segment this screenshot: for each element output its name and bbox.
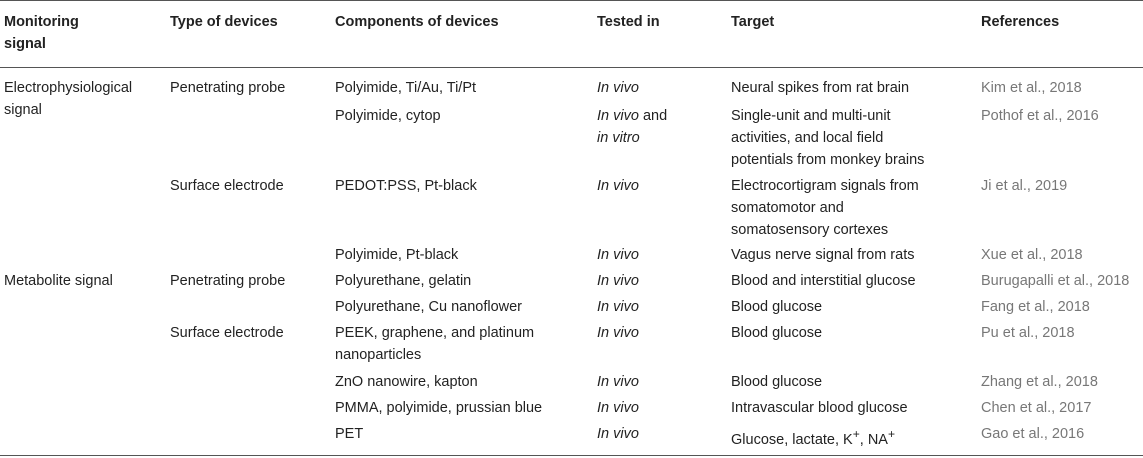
row-2-target-line3: somatosensory cortexes <box>731 222 889 238</box>
row-7-target: Blood glucose <box>731 374 823 390</box>
row-6-reference: Pu et al., 2018 <box>981 325 1075 341</box>
row-0-components: Polyimide, Ti/Au, Ti/Pt <box>335 80 477 96</box>
row-1-reference: Pothof et al., 2016 <box>981 108 1099 124</box>
row-1-target-line3: potentials from monkey brains <box>731 152 925 168</box>
row-9-target-text1: Glucose, lactate, K <box>731 431 853 448</box>
row-9-reference: Gao et al., 2016 <box>981 426 1085 442</box>
row-4-reference: Burugapalli et al., 2018 <box>981 273 1130 289</box>
row-3-target: Vagus nerve signal from rats <box>731 247 915 263</box>
row-4-target: Blood and interstitial glucose <box>731 273 916 289</box>
row-5-reference: Fang et al., 2018 <box>981 299 1090 315</box>
row-2-target-line2: somatomotor and <box>731 200 844 216</box>
header-target: Target <box>731 14 775 30</box>
row-1-tested-and: and <box>638 108 668 124</box>
header-tested-in: Tested in <box>597 14 660 30</box>
table-header-rule <box>0 67 1143 68</box>
row-9-components: PET <box>335 426 364 442</box>
row-3-reference: Xue et al., 2018 <box>981 247 1083 263</box>
row-0-reference: Kim et al., 2018 <box>981 80 1082 96</box>
row-2-components: PEDOT:PSS, Pt-black <box>335 178 477 194</box>
group-metabolite-signal: Metabolite signal <box>4 273 113 289</box>
row-4-components: Polyurethane, gelatin <box>335 273 472 289</box>
header-components-of-devices: Components of devices <box>335 14 499 30</box>
header-type-of-devices: Type of devices <box>170 14 278 30</box>
row-0-target: Neural spikes from rat brain <box>731 80 910 96</box>
row-1-target-line2: activities, and local field <box>731 130 884 146</box>
row-6-components: PEEK, graphene, and platinum nanoparticl… <box>335 322 534 366</box>
row-1-target: Single-unit and multi-unit activities, a… <box>731 105 924 171</box>
row-2-reference: Ji et al., 2019 <box>981 178 1068 194</box>
table-top-rule <box>0 0 1143 1</box>
row-1-components: Polyimide, cytop <box>335 108 441 124</box>
row-4-tested-in: In vivo <box>597 273 639 289</box>
row-7-reference: Zhang et al., 2018 <box>981 374 1098 390</box>
row-6-target: Blood glucose <box>731 325 823 341</box>
device-type-surface-electrode-2: Surface electrode <box>170 325 284 341</box>
row-8-target: Intravascular blood glucose <box>731 400 908 416</box>
group-electro-line1: Electrophysiological <box>4 80 133 96</box>
row-9-tested-in: In vivo <box>597 426 639 442</box>
device-type-penetrating-probe-1: Penetrating probe <box>170 80 286 96</box>
row-5-tested-in: In vivo <box>597 299 639 315</box>
row-2-target-line1: Electrocortigram signals from <box>731 178 919 194</box>
row-5-target: Blood glucose <box>731 299 823 315</box>
header-references: References <box>981 14 1060 30</box>
device-type-penetrating-probe-2: Penetrating probe <box>170 273 286 289</box>
row-6-components-line1: PEEK, graphene, and platinum <box>335 325 535 341</box>
row-9-target: Glucose, lactate, K+, NA+ <box>731 423 895 451</box>
row-2-tested-in: In vivo <box>597 178 639 194</box>
row-1-tested-in-vitro: in vitro <box>597 130 640 146</box>
row-0-tested-in: In vivo <box>597 80 639 96</box>
header-monitoring-signal-line1: Monitoring <box>4 14 79 30</box>
row-1-tested-in-vivo: In vivo <box>597 108 639 124</box>
row-7-tested-in: In vivo <box>597 374 639 390</box>
row-6-tested-in: In vivo <box>597 325 639 341</box>
row-8-tested-in: In vivo <box>597 400 639 416</box>
row-6-components-line2: nanoparticles <box>335 347 422 363</box>
row-7-components: ZnO nanowire, kapton <box>335 374 478 390</box>
row-5-components: Polyurethane, Cu nanoflower <box>335 299 523 315</box>
row-1-tested-in: In vivo and in vitro <box>597 105 667 149</box>
row-9-target-sup2: + <box>887 427 896 441</box>
header-monitoring-signal: Monitoring signal <box>4 11 79 55</box>
row-8-components: PMMA, polyimide, prussian blue <box>335 400 543 416</box>
device-type-surface-electrode-1: Surface electrode <box>170 178 284 194</box>
row-2-target: Electrocortigram signals from somatomoto… <box>731 175 919 241</box>
group-electrophysiological-signal: Electrophysiological signal <box>4 77 132 121</box>
table-bottom-rule <box>0 455 1143 456</box>
header-monitoring-signal-line2: signal <box>4 36 46 52</box>
row-9-target-text2: , NA <box>859 431 888 448</box>
row-3-components: Polyimide, Pt-black <box>335 247 459 263</box>
row-1-target-line1: Single-unit and multi-unit <box>731 108 891 124</box>
row-9-target-sup1: + <box>852 427 860 441</box>
row-8-reference: Chen et al., 2017 <box>981 400 1092 416</box>
row-3-tested-in: In vivo <box>597 247 639 263</box>
group-electro-line2: signal <box>4 102 42 118</box>
